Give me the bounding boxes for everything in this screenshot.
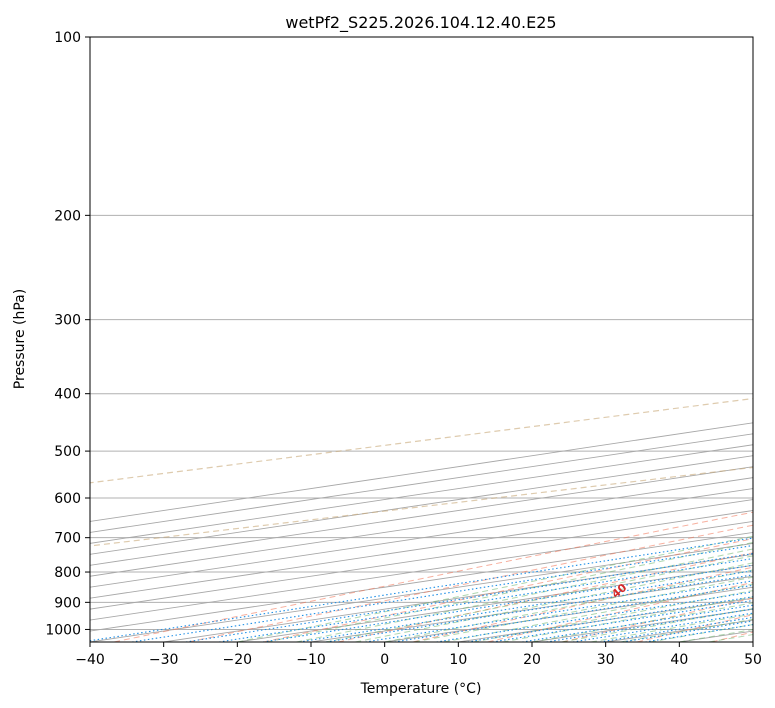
mixing-ratio-line [522,604,753,642]
x-tick-label: 10 [449,652,467,668]
isotherm-line [90,499,753,599]
y-tick-label: 400 [54,387,81,403]
moist-adiabat-line [355,562,753,642]
x-tick-label: −40 [75,652,105,668]
x-tick-label: 30 [597,652,615,668]
y-tick-label: 600 [54,491,81,507]
y-tick-label: 500 [54,444,81,460]
y-tick-label: 100 [54,30,81,46]
isotherm-line [90,466,753,566]
mixing-ratio-line [492,599,753,642]
mixing-ratio-line [599,616,753,642]
isotherm-line [90,531,753,632]
mixing-ratio-line [546,608,753,642]
dry-adiabat-line [487,581,753,642]
mixing-ratio-line [572,612,753,642]
isotherm-line [90,520,753,621]
y-tick-label: 800 [54,565,81,581]
x-tick-label: −20 [223,652,253,668]
dry-adiabat-line [188,524,753,642]
isotherm-line [90,488,753,588]
moist-adiabat-line [325,555,753,642]
x-axis-title: Temperature (°C) [360,681,482,697]
y-axis-title: Pressure (hPa) [12,289,28,389]
mixing-ratio-line [90,537,753,642]
isotherm-line [90,510,753,610]
y-axis-ticks: 100 200 300 400 500 600 700 800 900 1000 [45,30,90,638]
moist-adiabat-line [473,590,753,642]
y-tick-label: 300 [54,313,81,329]
y-tick-label: 200 [54,208,81,224]
y-tick-label: 700 [54,531,81,547]
mixing-ratio-line [131,544,753,642]
x-tick-label: 0 [380,652,389,668]
chart-title: wetPf2_S225.2026.104.12.40.E25 [285,13,556,33]
isotherm-line [90,455,753,555]
y-tick-label: 900 [54,595,81,611]
moist-adiabat-line [502,596,753,642]
isotherm-line [90,444,753,544]
mixing-ratio-line [218,557,753,642]
x-tick-label: −10 [296,652,326,668]
x-axis-ticks: −40 −30 −20 −10 0 10 20 30 40 50 [75,642,762,668]
x-tick-label: 40 [670,652,688,668]
x-tick-label: 20 [523,652,541,668]
plot-frame [89,36,754,643]
x-tick-label: 50 [744,652,762,668]
x-tick-label: −30 [149,652,179,668]
y-tick-label: 1000 [45,622,81,638]
mixing-ratio-line [185,553,753,642]
moist-adiabat-line [237,535,753,642]
isotherm-line [90,477,753,577]
dry-adiabat-line [263,538,753,642]
background-reference-lines [90,37,753,642]
